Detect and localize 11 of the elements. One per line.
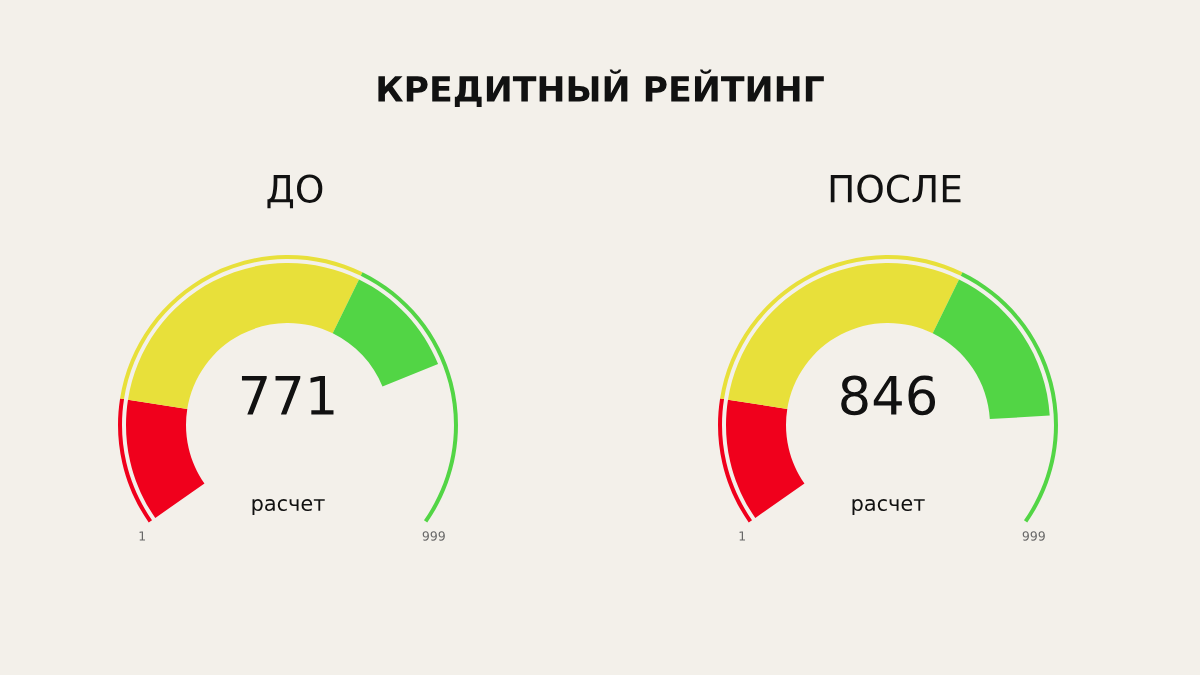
data-label: 771 (241, 376, 334, 415)
text: 1 (739, 531, 746, 541)
text: 999 (422, 531, 445, 541)
text: ПОСЛЕ (830, 174, 961, 203)
data-label: 846 (841, 375, 936, 416)
text: ДО (267, 174, 323, 209)
text: 999 (1022, 531, 1045, 541)
text: расчет (252, 499, 325, 516)
text: расчет (852, 499, 925, 516)
text: КРЕДИТНЫЙ РЕЙТИНГ (378, 69, 824, 107)
text: 1 (139, 531, 146, 541)
